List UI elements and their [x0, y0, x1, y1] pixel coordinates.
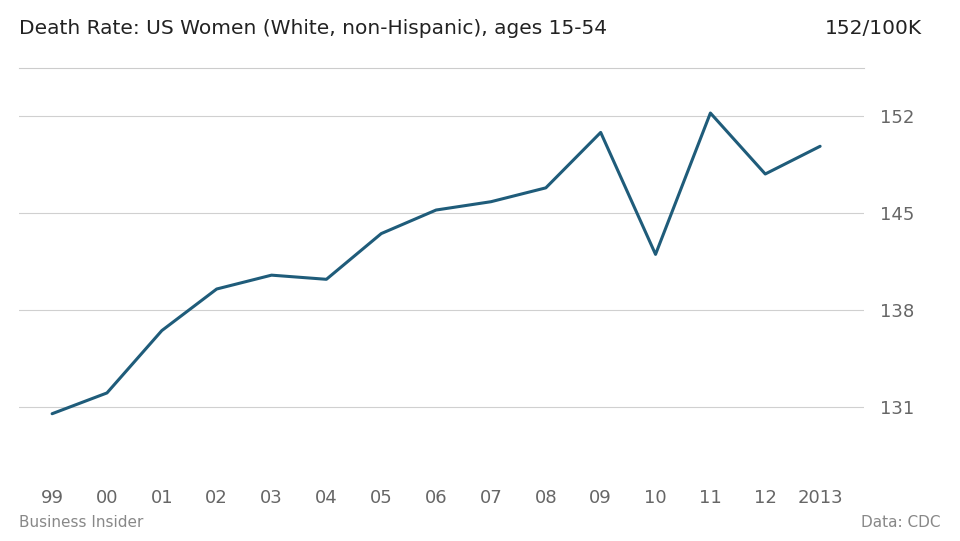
Text: Data: CDC: Data: CDC — [861, 515, 941, 530]
Text: Business Insider: Business Insider — [19, 515, 144, 530]
Text: Death Rate: US Women (White, non-Hispanic), ages 15-54: Death Rate: US Women (White, non-Hispani… — [19, 19, 608, 38]
Text: 152/100K: 152/100K — [825, 19, 922, 38]
